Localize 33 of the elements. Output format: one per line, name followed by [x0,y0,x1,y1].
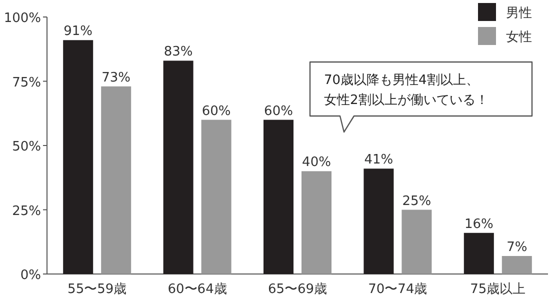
y-tick-label: 100% [4,11,41,26]
data-label: 91% [64,24,93,40]
bar [464,232,494,274]
bar [302,171,332,274]
data-label: 25% [402,194,432,209]
bar [364,168,394,274]
data-label: 60% [202,104,231,119]
legend-label: 男性 [506,6,532,21]
data-label: 83% [164,44,193,60]
y-tick-label: 0% [20,268,41,283]
legend-label: 女性 [506,30,532,45]
data-label: 16% [464,216,494,232]
y-tick-label: 25% [12,204,41,219]
bar [63,40,94,274]
x-tick-label: 70〜74歳 [368,282,428,297]
data-label: 41% [364,152,394,168]
bar [163,60,194,274]
bar [402,210,432,274]
data-label: 7% [506,240,528,256]
x-tick-label: 65〜69歳 [268,282,328,297]
data-label: 40% [302,155,331,170]
bar [201,120,232,274]
bar [264,120,294,274]
bar [502,256,532,274]
x-tick-label: 55〜59歳 [68,282,127,297]
x-tick-label: 75歳以上 [470,282,526,297]
y-tick-label: 75% [12,75,41,90]
data-label: 73% [102,70,131,86]
bar [101,86,132,274]
y-tick-label: 50% [12,140,41,154]
annotation: 70歳以降も男性4割以上、女性2割以上が働いている！ [324,73,488,108]
x-tick-label: 60〜64歳 [168,282,227,297]
data-label: 60% [264,104,293,119]
